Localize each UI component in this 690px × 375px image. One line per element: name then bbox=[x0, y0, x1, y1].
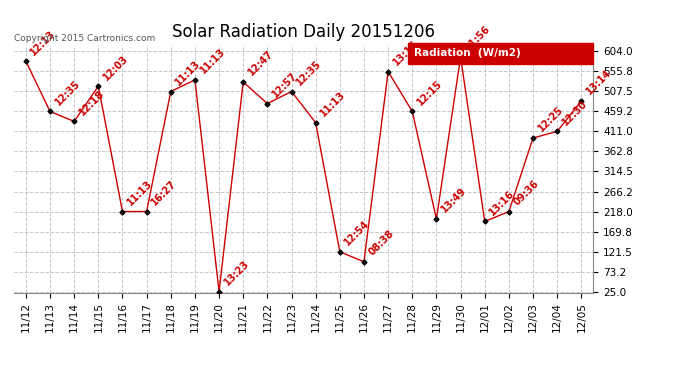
Text: 12:18: 12:18 bbox=[77, 88, 106, 117]
Title: Solar Radiation Daily 20151206: Solar Radiation Daily 20151206 bbox=[172, 22, 435, 40]
Text: 12:13: 12:13 bbox=[29, 28, 58, 57]
FancyBboxPatch shape bbox=[408, 42, 593, 63]
Text: 12:35: 12:35 bbox=[53, 78, 82, 107]
Text: 16:27: 16:27 bbox=[150, 178, 179, 207]
Text: 13:16: 13:16 bbox=[488, 188, 517, 218]
Text: 11:13: 11:13 bbox=[126, 178, 155, 207]
Text: 12:35: 12:35 bbox=[295, 58, 324, 87]
Text: 11:13: 11:13 bbox=[319, 90, 348, 118]
Text: 13:49: 13:49 bbox=[440, 186, 469, 215]
Text: Radiation  (W/m2): Radiation (W/m2) bbox=[414, 48, 520, 58]
Text: 12:03: 12:03 bbox=[101, 53, 130, 82]
Text: 08:38: 08:38 bbox=[367, 228, 396, 258]
Text: 12:30: 12:30 bbox=[560, 98, 589, 127]
Text: Copyright 2015 Cartronics.com: Copyright 2015 Cartronics.com bbox=[14, 34, 155, 43]
Text: 11:56: 11:56 bbox=[464, 24, 493, 53]
Text: 12:15: 12:15 bbox=[415, 78, 444, 107]
Text: 13:23: 13:23 bbox=[222, 258, 251, 288]
Text: 12:47: 12:47 bbox=[246, 49, 275, 78]
Text: 12:57: 12:57 bbox=[270, 70, 299, 99]
Text: 09:36: 09:36 bbox=[512, 178, 541, 207]
Text: 13:16: 13:16 bbox=[391, 38, 420, 68]
Text: 12:25: 12:25 bbox=[536, 105, 565, 134]
Text: 11:13: 11:13 bbox=[198, 47, 227, 76]
Text: 13:14: 13:14 bbox=[584, 68, 613, 97]
Text: 11:13: 11:13 bbox=[174, 58, 203, 87]
Text: 12:54: 12:54 bbox=[343, 219, 372, 248]
